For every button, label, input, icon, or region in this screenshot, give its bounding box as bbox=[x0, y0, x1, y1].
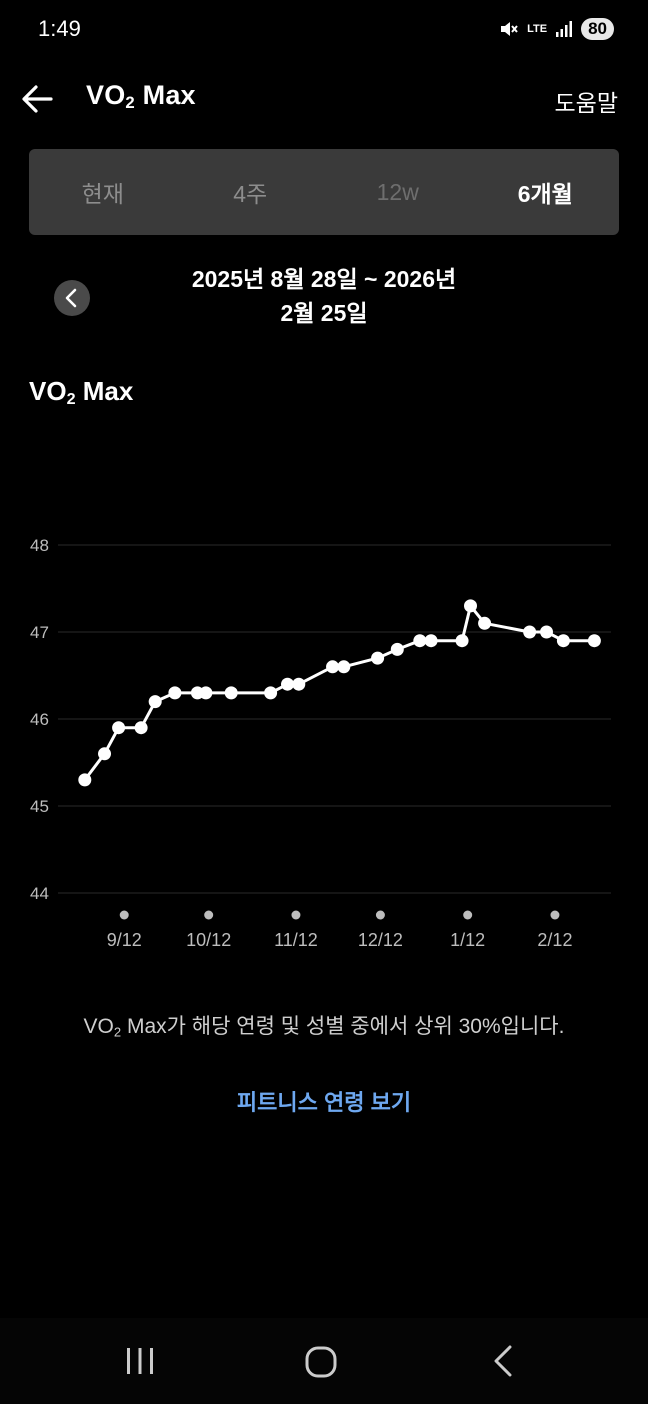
x-tick-dot bbox=[550, 910, 560, 920]
data-point bbox=[523, 625, 537, 639]
data-point bbox=[540, 625, 554, 639]
y-tick-label: 45 bbox=[30, 797, 49, 816]
summary-text: VO2 Max가 해당 연령 및 성별 중에서 상위 30%입니다. bbox=[83, 1015, 565, 1040]
x-tick-dot bbox=[291, 910, 301, 920]
y-tick-label: 47 bbox=[30, 623, 49, 642]
mute-icon bbox=[501, 22, 518, 36]
period-tabs: 현재 4주 12w 6개월 bbox=[29, 149, 619, 235]
status-icons: LTE 80 bbox=[499, 18, 614, 40]
tab-current[interactable]: 현재 bbox=[81, 181, 124, 207]
status-time: 1:49 bbox=[38, 16, 81, 41]
chevron-left-icon bbox=[65, 288, 77, 308]
data-point bbox=[199, 686, 213, 700]
data-point bbox=[134, 721, 148, 735]
data-point bbox=[264, 686, 278, 700]
battery-badge: 80 bbox=[581, 18, 614, 40]
home-icon[interactable] bbox=[304, 1345, 338, 1379]
x-tick-label: 1/12 bbox=[450, 930, 485, 950]
data-point bbox=[98, 747, 112, 761]
previous-period-button[interactable] bbox=[54, 280, 90, 316]
x-tick-label: 2/12 bbox=[537, 930, 572, 950]
data-point bbox=[148, 695, 162, 709]
data-point bbox=[371, 651, 385, 665]
data-point bbox=[224, 686, 238, 700]
back-nav-icon[interactable] bbox=[490, 1344, 516, 1378]
y-tick-label: 44 bbox=[30, 884, 49, 903]
data-point bbox=[326, 660, 340, 674]
data-point bbox=[337, 660, 351, 674]
x-tick-label: 12/12 bbox=[358, 930, 403, 950]
page-title: VO2 Max bbox=[86, 80, 196, 113]
x-tick-dot bbox=[375, 910, 385, 920]
navigation-bar bbox=[0, 1318, 648, 1404]
x-tick-dot bbox=[119, 910, 129, 920]
x-tick-dot bbox=[463, 910, 473, 920]
data-point bbox=[464, 599, 477, 613]
vo2max-line-chart: 48 47 46 45 44 9/12 10/12 11/12 12/12 1/12 2/12 bbox=[30, 536, 611, 950]
x-tick-label: 11/12 bbox=[274, 930, 318, 950]
data-point bbox=[478, 616, 492, 630]
data-point bbox=[390, 642, 404, 656]
back-arrow-icon[interactable] bbox=[20, 82, 54, 116]
chart-title: VO2 Max bbox=[29, 376, 134, 409]
data-point bbox=[78, 773, 92, 787]
date-range: 2025년 8월 28일 ~ 2026년 2월 25일 bbox=[100, 262, 548, 330]
recent-apps-icon[interactable] bbox=[124, 1346, 156, 1376]
data-point bbox=[281, 677, 295, 691]
y-tick-label: 46 bbox=[30, 710, 49, 729]
x-tick-label: 10/12 bbox=[186, 930, 231, 950]
data-point bbox=[556, 634, 570, 648]
data-point bbox=[424, 634, 438, 648]
help-button[interactable]: 도움말 bbox=[554, 90, 618, 116]
y-tick-label: 48 bbox=[30, 536, 49, 555]
data-point bbox=[292, 677, 306, 691]
data-point bbox=[168, 686, 182, 700]
date-range-line1: 2025년 8월 28일 ~ 2026년 bbox=[191, 266, 457, 292]
x-tick-label: 9/12 bbox=[107, 930, 142, 950]
tab-6-months[interactable]: 6개월 bbox=[517, 181, 573, 207]
signal-icon bbox=[556, 21, 573, 37]
fitness-age-link[interactable]: 피트니스 연령 보기 bbox=[236, 1090, 412, 1115]
network-label: LTE bbox=[527, 23, 548, 35]
data-point bbox=[112, 721, 126, 735]
data-point bbox=[587, 634, 601, 648]
tab-4-weeks[interactable]: 4주 bbox=[233, 181, 268, 207]
data-point bbox=[413, 634, 427, 648]
tab-12-weeks[interactable]: 12w bbox=[376, 178, 419, 205]
x-tick-dot bbox=[204, 910, 214, 920]
date-range-line2: 2월 25일 bbox=[280, 300, 368, 326]
data-point bbox=[455, 634, 469, 648]
